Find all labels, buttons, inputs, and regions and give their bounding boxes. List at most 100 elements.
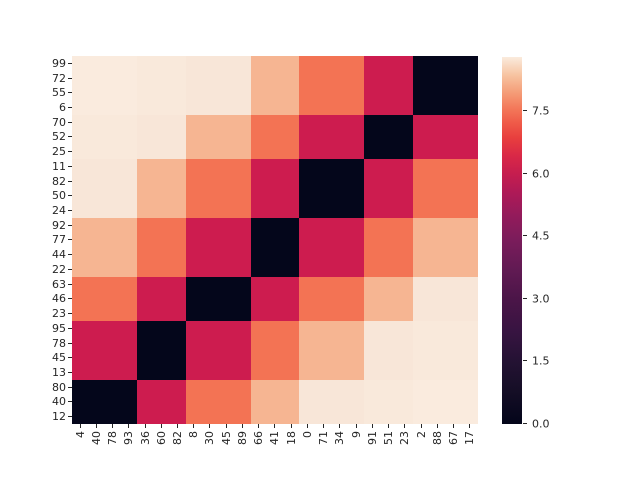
x-tick-mark — [436, 424, 438, 428]
y-tick-row: 55 — [0, 85, 72, 100]
x-tick-mark — [306, 424, 308, 428]
y-tick-mark — [68, 313, 72, 315]
x-tick-label: 41 — [268, 431, 282, 445]
x-tick-col: 0 — [299, 424, 315, 470]
y-tick-row: 12 — [0, 409, 72, 424]
y-tick-mark — [68, 268, 72, 270]
colorbar-tick-label: 1.5 — [532, 354, 550, 368]
colorbar-tick-mark — [523, 423, 527, 424]
x-tick-mark — [290, 424, 292, 428]
y-tick-label: 45 — [52, 351, 66, 365]
heatmap-cell — [299, 159, 365, 218]
x-tick-label: 34 — [333, 431, 347, 445]
colorbar-tick-label: 6.0 — [532, 167, 550, 181]
heatmap-cell — [185, 159, 251, 218]
y-tick-row: 78 — [0, 336, 72, 351]
x-tick-mark — [193, 424, 195, 428]
heatmap-cell — [413, 217, 478, 277]
colorbar: 0.0 1.5 3.0 4.5 6.0 7.5 — [502, 57, 572, 430]
x-tick-label: 89 — [235, 431, 249, 445]
colorbar-gradient — [502, 57, 522, 424]
x-tick-label: 67 — [447, 431, 460, 445]
heatmap-cell — [250, 217, 300, 277]
y-axis-tick-labels: 99 72 55 6 70 52 25 11 82 50 24 92 77 44 22 63 46 23 95 78 4… — [0, 56, 72, 424]
heatmap-cell — [185, 379, 251, 424]
heatmap-cell — [136, 217, 186, 277]
y-tick-mark — [68, 416, 72, 418]
y-tick-mark — [68, 254, 72, 256]
x-tick-col: 66 — [251, 424, 267, 470]
y-tick-mark — [68, 107, 72, 109]
y-tick-row: 52 — [0, 130, 72, 145]
y-tick-mark — [68, 371, 72, 373]
colorbar-tick-mark — [523, 297, 527, 299]
heatmap-cell — [185, 114, 251, 160]
y-tick-label: 50 — [52, 189, 66, 203]
x-tick-col: 67 — [445, 424, 461, 470]
x-tick-label: 88 — [430, 431, 444, 445]
y-tick-row: 99 — [0, 56, 72, 71]
x-tick-label: 82 — [171, 431, 185, 445]
x-tick-mark — [209, 424, 211, 428]
x-tick-col: 34 — [332, 424, 348, 470]
x-tick-col: 4 — [72, 424, 88, 470]
y-tick-row: 13 — [0, 365, 72, 380]
y-tick-label: 78 — [52, 336, 66, 350]
heatmap-cell — [299, 320, 365, 380]
x-tick-mark — [79, 424, 81, 428]
x-tick-label: 30 — [203, 431, 217, 445]
y-tick-row: 44 — [0, 247, 72, 262]
heatmap-cell — [72, 276, 137, 321]
x-tick-mark — [388, 424, 390, 428]
colorbar-tick-mark — [523, 360, 527, 362]
x-tick-mark — [274, 424, 276, 428]
y-tick-label: 46 — [52, 292, 66, 306]
x-axis-tick-labels: 4 40 78 93 36 60 82 8 30 45 89 66 41 18 0 71 34 9 91 51 23 2 8… — [72, 424, 478, 470]
y-tick-row: 77 — [0, 233, 72, 248]
heatmap-cell — [413, 159, 478, 218]
y-tick-row: 11 — [0, 159, 72, 174]
heatmap-cell — [136, 56, 186, 115]
y-tick-row: 50 — [0, 188, 72, 203]
y-tick-mark — [68, 327, 72, 329]
heatmap-cell — [185, 320, 251, 380]
y-tick-label: 82 — [52, 174, 66, 188]
y-tick-mark — [68, 298, 72, 300]
x-tick-col: 40 — [88, 424, 104, 470]
heatmap-cell — [72, 320, 137, 380]
heatmap-cell — [250, 56, 300, 115]
y-tick-row: 6 — [0, 100, 72, 115]
heatmap-cell — [185, 276, 251, 321]
y-tick-row: 45 — [0, 350, 72, 365]
y-tick-mark — [68, 401, 72, 403]
y-tick-label: 52 — [52, 130, 66, 144]
heatmap-cell — [72, 159, 137, 218]
heatmap-cell — [250, 114, 300, 160]
y-tick-label: 25 — [52, 145, 66, 159]
x-tick-mark — [225, 424, 227, 428]
y-tick-mark — [68, 165, 72, 167]
heatmap-cell — [72, 217, 137, 277]
colorbar-tick-label: 7.5 — [532, 104, 550, 118]
x-tick-mark — [323, 424, 325, 428]
y-tick-label: 80 — [52, 380, 66, 394]
x-tick-mark — [95, 424, 97, 428]
y-tick-mark — [68, 357, 72, 359]
x-tick-label: 93 — [122, 431, 136, 445]
x-tick-mark — [160, 424, 162, 428]
y-tick-label: 12 — [52, 410, 66, 424]
x-tick-col: 51 — [380, 424, 396, 470]
heatmap-cell — [299, 379, 365, 424]
colorbar-tick-label: 3.0 — [532, 292, 550, 306]
x-tick-label: 78 — [106, 431, 120, 445]
x-tick-label: 9 — [349, 431, 363, 438]
y-tick-label: 6 — [59, 101, 66, 115]
heatmap-cell — [299, 217, 365, 277]
heatmap-cell — [364, 217, 414, 277]
x-tick-label: 71 — [317, 431, 331, 445]
heatmap-cell — [136, 114, 186, 160]
heatmap-cell — [250, 276, 300, 321]
x-tick-col: 9 — [348, 424, 364, 470]
heatmap-cell — [364, 114, 414, 160]
y-tick-row: 40 — [0, 395, 72, 410]
